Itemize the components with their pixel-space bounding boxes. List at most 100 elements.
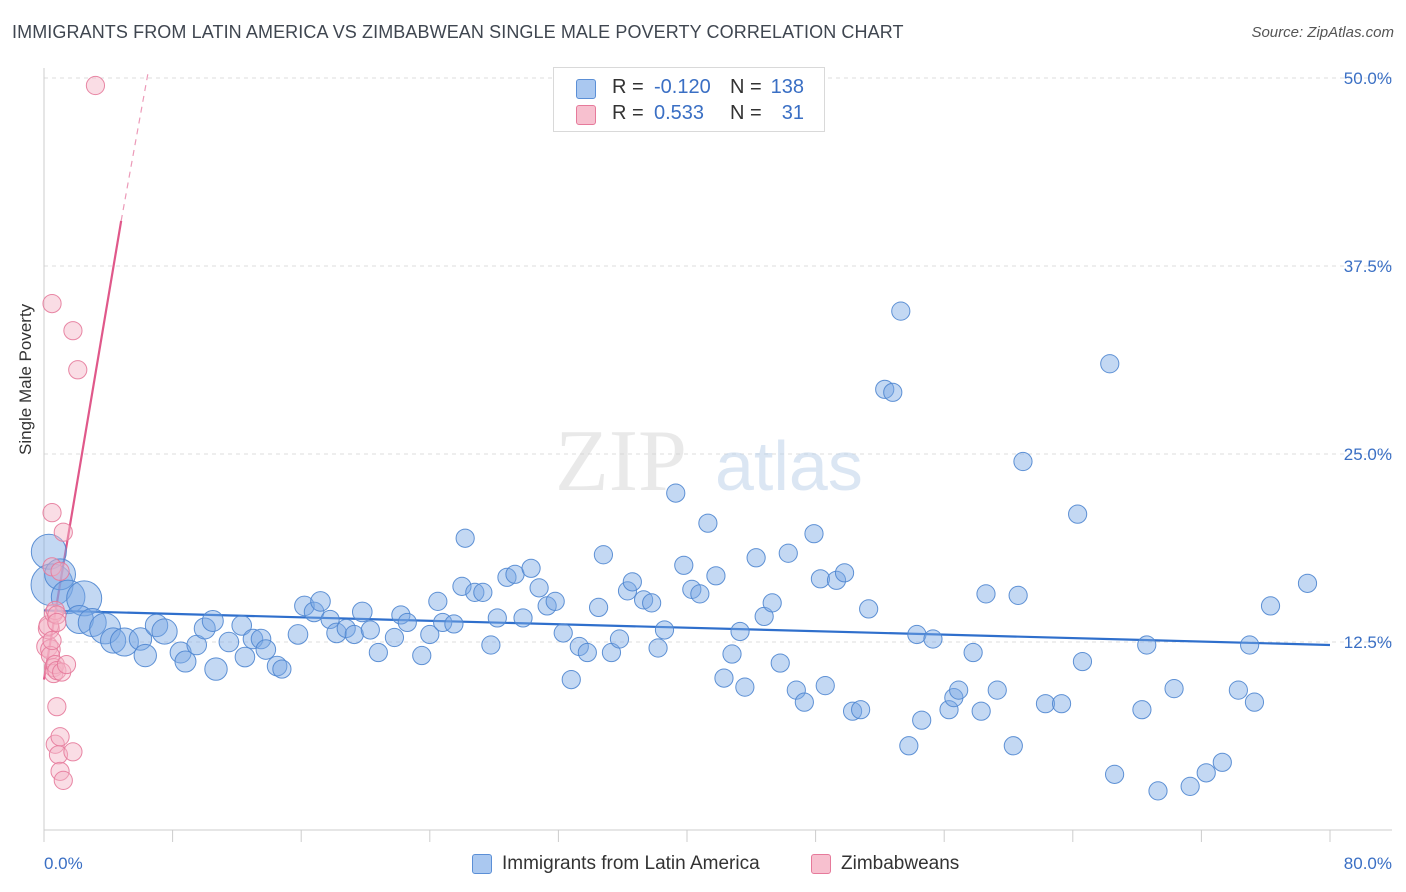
- point-latin-america: [1212, 752, 1232, 772]
- point-latin-america: [513, 608, 533, 628]
- point-latin-america: [617, 581, 638, 601]
- point-latin-america: [250, 628, 272, 650]
- point-latin-america: [622, 572, 642, 592]
- point-latin-america: [391, 605, 411, 625]
- point-latin-america: [786, 680, 806, 700]
- point-latin-america: [899, 736, 919, 756]
- source-label: Source: ZipAtlas.com: [1251, 24, 1394, 41]
- watermark-zip: ZIP: [555, 413, 687, 510]
- point-latin-america: [266, 655, 288, 677]
- point-zimbabweans: [63, 742, 83, 762]
- point-latin-america: [1003, 736, 1023, 756]
- point-latin-america: [722, 644, 742, 664]
- point-latin-america: [529, 578, 549, 598]
- trend-line-zimbabweans: [42, 220, 123, 680]
- point-latin-america: [193, 617, 216, 640]
- point-latin-america: [452, 576, 472, 596]
- r-value: 0.533: [654, 102, 705, 124]
- point-latin-america: [336, 618, 356, 639]
- point-latin-america: [633, 590, 654, 610]
- point-latin-america: [344, 624, 364, 645]
- point-latin-america: [351, 601, 373, 623]
- point-latin-america: [804, 524, 824, 544]
- point-latin-america: [987, 680, 1007, 700]
- point-latin-america: [1068, 504, 1088, 524]
- point-zimbabweans: [53, 770, 73, 790]
- y-tick-label: 50.0%: [1344, 69, 1392, 88]
- n-label: N =: [730, 102, 762, 124]
- point-zimbabweans: [42, 503, 62, 523]
- point-latin-america: [746, 548, 766, 568]
- point-latin-america: [735, 677, 755, 697]
- point-zimbabweans: [47, 612, 67, 633]
- point-latin-america: [66, 580, 103, 617]
- point-latin-america: [1260, 596, 1281, 616]
- point-latin-america: [100, 627, 127, 654]
- point-latin-america: [455, 528, 475, 548]
- point-latin-america: [204, 657, 228, 681]
- point-latin-america: [231, 615, 253, 636]
- point-latin-america: [609, 629, 630, 649]
- point-zimbabweans: [50, 561, 70, 581]
- n-label: N =: [730, 76, 762, 98]
- point-latin-america: [428, 591, 448, 611]
- point-zimbabweans: [85, 75, 106, 96]
- point-latin-america: [368, 642, 388, 663]
- point-latin-america: [109, 627, 139, 657]
- point-latin-america: [397, 612, 417, 633]
- point-latin-america: [642, 593, 662, 613]
- point-latin-america: [412, 645, 432, 666]
- trend-lines: [42, 70, 1331, 680]
- point-latin-america: [1148, 781, 1168, 801]
- point-latin-america: [706, 566, 726, 586]
- point-zimbabweans: [42, 294, 62, 314]
- point-latin-america: [1137, 635, 1157, 655]
- x-tick-labels: 0.0% 80.0%: [44, 854, 1392, 873]
- point-latin-america: [588, 597, 609, 618]
- watermark: ZIP atlas: [555, 413, 863, 510]
- point-latin-america: [1008, 585, 1028, 605]
- point-latin-america: [654, 620, 675, 640]
- point-latin-america: [1164, 679, 1184, 699]
- point-latin-america: [303, 601, 325, 623]
- trend-line-zimbabweans-extension: [120, 70, 150, 221]
- point-latin-america: [320, 609, 340, 630]
- point-zimbabweans: [42, 630, 62, 651]
- stats-swatch-zimbabweans: [576, 105, 596, 125]
- y-axis-label: Single Male Poverty: [16, 303, 35, 455]
- point-latin-america: [923, 629, 943, 649]
- point-latin-america: [505, 564, 525, 584]
- stats-box: R = -0.120 N = 138 R = 0.533 N = 31: [553, 67, 825, 132]
- point-latin-america: [714, 668, 734, 688]
- point-latin-america: [1240, 635, 1260, 655]
- point-latin-america: [949, 680, 969, 700]
- point-latin-america: [842, 701, 863, 721]
- y-tick-label: 25.0%: [1344, 445, 1392, 464]
- point-latin-america: [674, 555, 694, 575]
- point-zimbabweans: [50, 727, 70, 747]
- point-zimbabweans: [56, 654, 77, 675]
- x-tick-label: 0.0%: [44, 854, 83, 873]
- axes: [43, 68, 1392, 842]
- point-latin-america: [384, 627, 405, 648]
- grid-lines: [44, 77, 1392, 643]
- point-latin-america: [201, 609, 224, 632]
- point-latin-america: [255, 639, 277, 660]
- chart-title: IMMIGRANTS FROM LATIN AMERICA VS ZIMBABW…: [12, 22, 904, 42]
- point-latin-america: [151, 618, 178, 645]
- point-latin-america: [778, 543, 798, 563]
- point-latin-america: [1100, 354, 1120, 374]
- point-latin-america: [762, 593, 782, 613]
- point-latin-america: [545, 591, 565, 611]
- point-latin-america: [859, 599, 879, 619]
- point-latin-america: [487, 608, 507, 628]
- point-latin-america: [939, 700, 959, 720]
- point-latin-america: [698, 513, 718, 533]
- point-latin-america: [971, 701, 991, 721]
- r-label: R =: [612, 76, 644, 98]
- trend-line-latin-america: [43, 609, 1331, 647]
- point-latin-america: [1196, 763, 1216, 783]
- point-latin-america: [174, 650, 197, 673]
- point-zimbabweans: [47, 697, 67, 717]
